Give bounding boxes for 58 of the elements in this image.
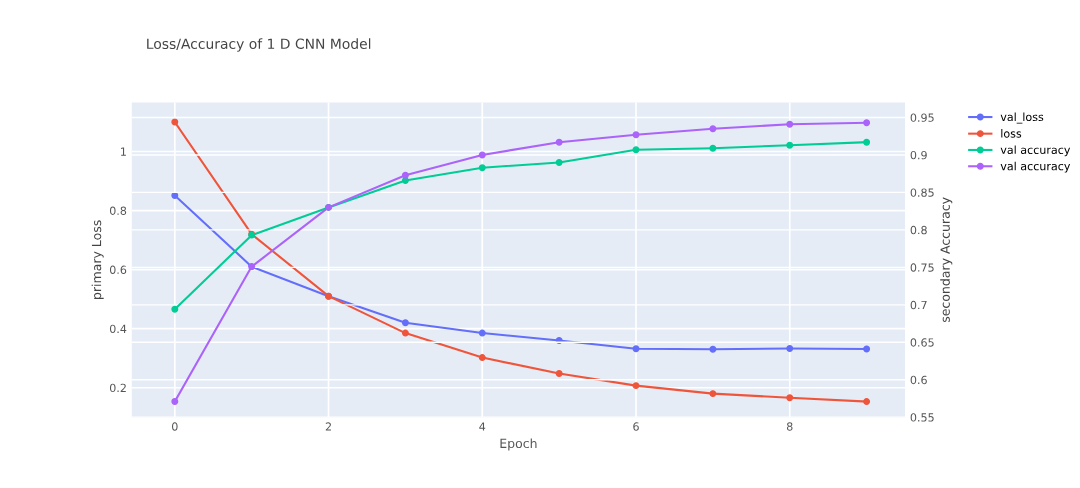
- point: [171, 118, 179, 126]
- y2-tick-label: 0.65: [910, 338, 934, 347]
- point: [555, 158, 563, 166]
- point: [632, 146, 640, 154]
- y2-tick-label: 0.9: [910, 150, 927, 160]
- y-tick-label: 1: [121, 147, 126, 156]
- y2-tick-label: 0.75: [910, 263, 934, 272]
- point: [632, 131, 640, 139]
- chart-title: Loss/Accuracy of 1 D CNN Model: [147, 38, 371, 52]
- y-tick-label: 0.6: [109, 265, 127, 274]
- x-tick-label: 4: [479, 422, 486, 431]
- point: [478, 329, 486, 337]
- legend-label: val accuracy: [1000, 145, 1071, 157]
- y2-tick-label: 0.6: [910, 375, 927, 385]
- y2-tick-label: 0.85: [910, 188, 934, 197]
- point: [786, 120, 794, 128]
- y-tick-label: 0.4: [109, 324, 127, 334]
- point: [478, 354, 486, 362]
- point: [478, 151, 486, 159]
- point: [863, 119, 871, 127]
- point: [401, 319, 409, 327]
- x-tick-label: 8: [786, 422, 793, 431]
- y2-tick-label: 0.55: [910, 413, 934, 422]
- y2-tick-label: 0.8: [910, 225, 927, 235]
- legend-label: val_loss: [1000, 112, 1044, 124]
- point: [478, 164, 486, 172]
- point: [786, 344, 794, 352]
- point: [171, 398, 179, 405]
- x-tick-label: 0: [172, 422, 178, 431]
- y2-axis-title: secondary Accuracy: [940, 197, 953, 323]
- x-tick-label: 6: [633, 422, 639, 431]
- point: [171, 192, 179, 199]
- legend-label: val accuracy: [1000, 161, 1071, 173]
- point: [401, 171, 409, 179]
- point: [555, 370, 563, 378]
- point: [632, 382, 640, 390]
- y-axis-title: primary Loss: [91, 220, 104, 299]
- y2-tick-label: 0.7: [910, 300, 927, 310]
- point: [786, 394, 794, 402]
- point: [401, 329, 409, 337]
- point: [863, 345, 871, 353]
- point: [709, 144, 717, 152]
- x-axis-title: Epoch: [500, 438, 537, 451]
- y-tick-label: 0.8: [109, 206, 127, 215]
- y-tick-label: 0.2: [109, 383, 126, 393]
- legend-label: loss: [1001, 129, 1022, 138]
- point: [555, 138, 563, 146]
- point: [863, 138, 871, 146]
- point: [632, 345, 640, 353]
- point: [709, 390, 717, 398]
- y2-tick-label: 0.95: [910, 113, 934, 122]
- point: [709, 345, 717, 353]
- point: [863, 398, 871, 406]
- point: [709, 125, 717, 133]
- x-tick-label: 2: [325, 422, 331, 431]
- point: [171, 305, 179, 313]
- point: [401, 176, 409, 184]
- point: [786, 141, 794, 149]
